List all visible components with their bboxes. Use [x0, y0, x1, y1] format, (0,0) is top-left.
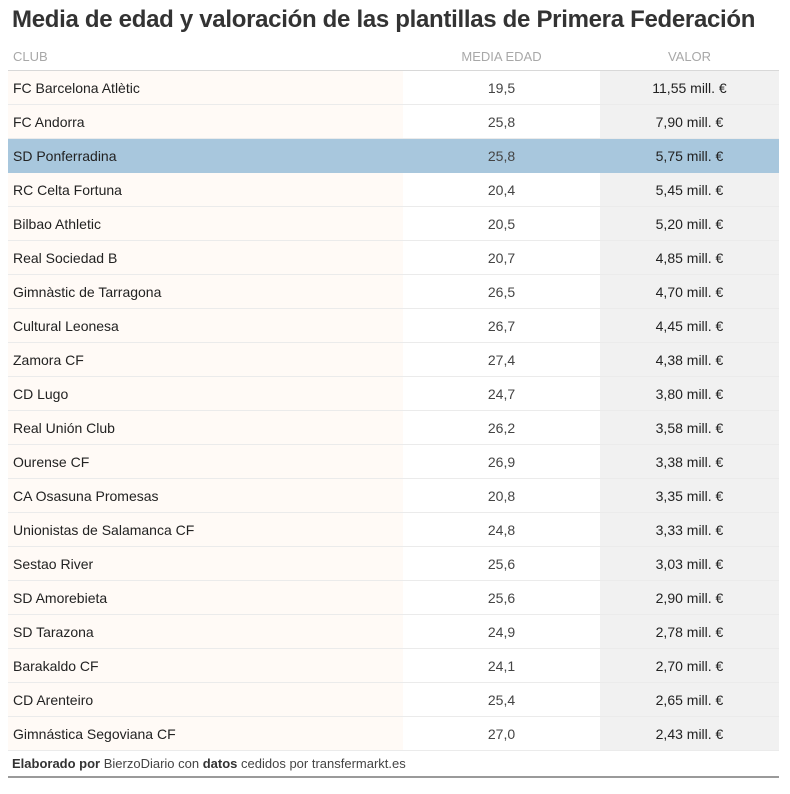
club-cell: Gimnástica Segoviana CF	[8, 717, 403, 750]
bottom-rule	[8, 776, 779, 778]
table-row: Gimnástica Segoviana CF 27,0 2,43 mill. €	[8, 717, 779, 751]
value-cell: 4,85 mill. €	[600, 241, 779, 274]
table-header: CLUB MEDIA EDAD VALOR	[8, 42, 779, 71]
club-cell: FC Barcelona Atlètic	[8, 71, 403, 104]
club-cell: Barakaldo CF	[8, 649, 403, 682]
club-cell: SD Tarazona	[8, 615, 403, 648]
club-cell: Ourense CF	[8, 445, 403, 478]
table-row: RC Celta Fortuna 20,4 5,45 mill. €	[8, 173, 779, 207]
club-cell: CD Arenteiro	[8, 683, 403, 716]
club-cell: SD Amorebieta	[8, 581, 403, 614]
table-row: Sestao River 25,6 3,03 mill. €	[8, 547, 779, 581]
value-cell: 2,78 mill. €	[600, 615, 779, 648]
value-cell: 5,75 mill. €	[600, 139, 779, 172]
data-table: CLUB MEDIA EDAD VALOR FC Barcelona Atlèt…	[8, 42, 779, 751]
age-cell: 24,8	[487, 521, 516, 538]
age-cell: 27,0	[487, 725, 516, 742]
age-cell: 25,8	[487, 113, 516, 130]
table-row: Real Sociedad B 20,7 4,85 mill. €	[8, 241, 779, 275]
table-row: Bilbao Athletic 20,5 5,20 mill. €	[8, 207, 779, 241]
chart-title: Media de edad y valoración de las planti…	[12, 6, 756, 33]
table-body: FC Barcelona Atlètic 19,5 11,55 mill. € FC …	[8, 71, 779, 751]
header-age: MEDIA EDAD	[461, 48, 542, 64]
club-cell: Zamora CF	[8, 343, 403, 376]
value-cell: 3,80 mill. €	[600, 377, 779, 410]
value-cell: 3,38 mill. €	[600, 445, 779, 478]
club-cell: CA Osasuna Promesas	[8, 479, 403, 512]
value-cell: 5,45 mill. €	[600, 173, 779, 206]
club-cell: Unionistas de Salamanca CF	[8, 513, 403, 546]
source-text-2: cedidos por transfermarkt.es	[237, 756, 406, 771]
age-cell: 26,5	[487, 283, 516, 300]
club-cell: RC Celta Fortuna	[8, 173, 403, 206]
table-row: CD Lugo 24,7 3,80 mill. €	[8, 377, 779, 411]
value-cell: 2,90 mill. €	[600, 581, 779, 614]
value-cell: 4,45 mill. €	[600, 309, 779, 342]
header-value: VALOR	[667, 48, 712, 64]
age-cell: 25,6	[487, 555, 516, 572]
age-cell: 20,4	[487, 181, 516, 198]
header-club: CLUB	[13, 48, 48, 64]
table-row: FC Barcelona Atlètic 19,5 11,55 mill. €	[8, 71, 779, 105]
club-cell: Bilbao Athletic	[8, 207, 403, 240]
value-cell: 3,35 mill. €	[600, 479, 779, 512]
table-row: SD Ponferradina 25,8 5,75 mill. €	[8, 139, 779, 173]
table-row: Real Unión Club 26,2 3,58 mill. €	[8, 411, 779, 445]
value-cell: 7,90 mill. €	[600, 105, 779, 138]
age-cell: 27,4	[487, 351, 516, 368]
table-row: CA Osasuna Promesas 20,8 3,35 mill. €	[8, 479, 779, 513]
age-cell: 26,2	[487, 419, 516, 436]
value-cell: 3,33 mill. €	[600, 513, 779, 546]
club-cell: Real Sociedad B	[8, 241, 403, 274]
table-row: Barakaldo CF 24,1 2,70 mill. €	[8, 649, 779, 683]
table-row: SD Tarazona 24,9 2,78 mill. €	[8, 615, 779, 649]
table-row: Gimnàstic de Tarragona 26,5 4,70 mill. €	[8, 275, 779, 309]
value-cell: 4,38 mill. €	[600, 343, 779, 376]
age-cell: 25,8	[403, 139, 600, 172]
age-cell: 24,7	[487, 385, 516, 402]
table-row: Zamora CF 27,4 4,38 mill. €	[8, 343, 779, 377]
source-label-elaborado: Elaborado por	[12, 756, 101, 771]
club-cell: Cultural Leonesa	[8, 309, 403, 342]
club-cell: Sestao River	[8, 547, 403, 580]
age-cell: 24,9	[487, 623, 516, 640]
value-cell: 5,20 mill. €	[600, 207, 779, 240]
value-cell: 2,43 mill. €	[600, 717, 779, 750]
age-cell: 26,9	[487, 453, 516, 470]
table-row: SD Amorebieta 25,6 2,90 mill. €	[8, 581, 779, 615]
age-cell: 25,4	[487, 691, 516, 708]
table-row: CD Arenteiro 25,4 2,65 mill. €	[8, 683, 779, 717]
club-cell: CD Lugo	[8, 377, 403, 410]
club-cell: Real Unión Club	[8, 411, 403, 444]
age-cell: 26,7	[487, 317, 516, 334]
age-cell: 20,5	[487, 215, 516, 232]
club-cell: FC Andorra	[8, 105, 403, 138]
source-label-datos: datos	[202, 756, 238, 771]
age-cell: 20,7	[487, 249, 516, 266]
age-cell: 24,1	[487, 657, 516, 674]
table-row: FC Andorra 25,8 7,90 mill. €	[8, 105, 779, 139]
value-cell: 2,65 mill. €	[600, 683, 779, 716]
table-row: Cultural Leonesa 26,7 4,45 mill. €	[8, 309, 779, 343]
age-cell: 25,6	[487, 589, 516, 606]
table-row: Ourense CF 26,9 3,38 mill. €	[8, 445, 779, 479]
value-cell: 2,70 mill. €	[600, 649, 779, 682]
age-cell: 19,5	[487, 79, 516, 96]
value-cell: 4,70 mill. €	[600, 275, 779, 308]
source-note: Elaborado por BierzoDiario con datos ced…	[12, 756, 406, 771]
value-cell: 3,03 mill. €	[600, 547, 779, 580]
club-cell: Gimnàstic de Tarragona	[8, 275, 403, 308]
club-cell: SD Ponferradina	[8, 139, 403, 172]
age-cell: 20,8	[487, 487, 516, 504]
value-cell: 3,58 mill. €	[600, 411, 779, 444]
source-text-1: BierzoDiario con	[100, 756, 203, 771]
table-row: Unionistas de Salamanca CF 24,8 3,33 mill.…	[8, 513, 779, 547]
value-cell: 11,55 mill. €	[600, 71, 779, 104]
